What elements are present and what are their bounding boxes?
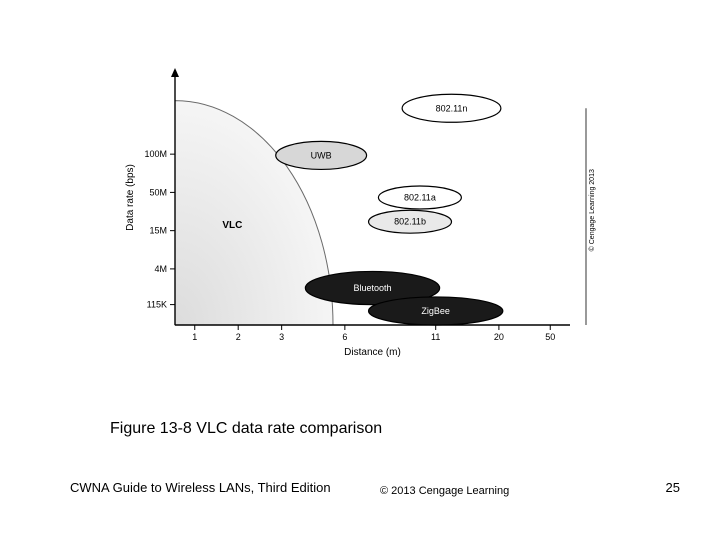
svg-text:3: 3 (279, 332, 284, 342)
svg-text:© Cengage Learning 2013: © Cengage Learning 2013 (588, 169, 596, 251)
svg-text:100M: 100M (144, 149, 167, 159)
svg-text:6: 6 (342, 332, 347, 342)
svg-text:1: 1 (192, 332, 197, 342)
svg-text:4M: 4M (154, 264, 167, 274)
chart-svg: 1 2 3 6 11 20 50 115K 4M 15M 50M 100M Distance (m) Da… (120, 60, 600, 360)
svg-text:15M: 15M (149, 226, 167, 236)
svg-text:Distance (m): Distance (m) (344, 347, 401, 358)
svg-text:ZigBee: ZigBee (421, 306, 450, 316)
figure-caption: Figure 13-8 VLC data rate comparison (110, 420, 382, 438)
chart-container: 1 2 3 6 11 20 50 115K 4M 15M 50M 100M Distance (m) Da… (120, 60, 600, 360)
svg-text:Data rate (bps): Data rate (bps) (125, 164, 136, 231)
footer-copyright: © 2013 Cengage Learning (380, 485, 509, 497)
svg-text:VLC: VLC (222, 220, 242, 231)
svg-text:20: 20 (494, 332, 504, 342)
svg-text:802.11a: 802.11a (404, 193, 436, 203)
svg-text:UWB: UWB (311, 150, 332, 160)
svg-text:11: 11 (431, 332, 440, 342)
svg-text:802.11n: 802.11n (436, 103, 468, 113)
svg-text:50M: 50M (149, 187, 167, 197)
svg-text:115K: 115K (147, 300, 167, 310)
svg-text:2: 2 (236, 332, 241, 342)
svg-text:50: 50 (545, 332, 555, 342)
footer-book-title: CWNA Guide to Wireless LANs, Third Editi… (70, 480, 331, 495)
svg-text:802.11b: 802.11b (394, 217, 426, 227)
page: 1 2 3 6 11 20 50 115K 4M 15M 50M 100M Distance (m) Da… (0, 0, 720, 540)
page-number: 25 (666, 480, 680, 495)
svg-text:Bluetooth: Bluetooth (353, 283, 391, 293)
